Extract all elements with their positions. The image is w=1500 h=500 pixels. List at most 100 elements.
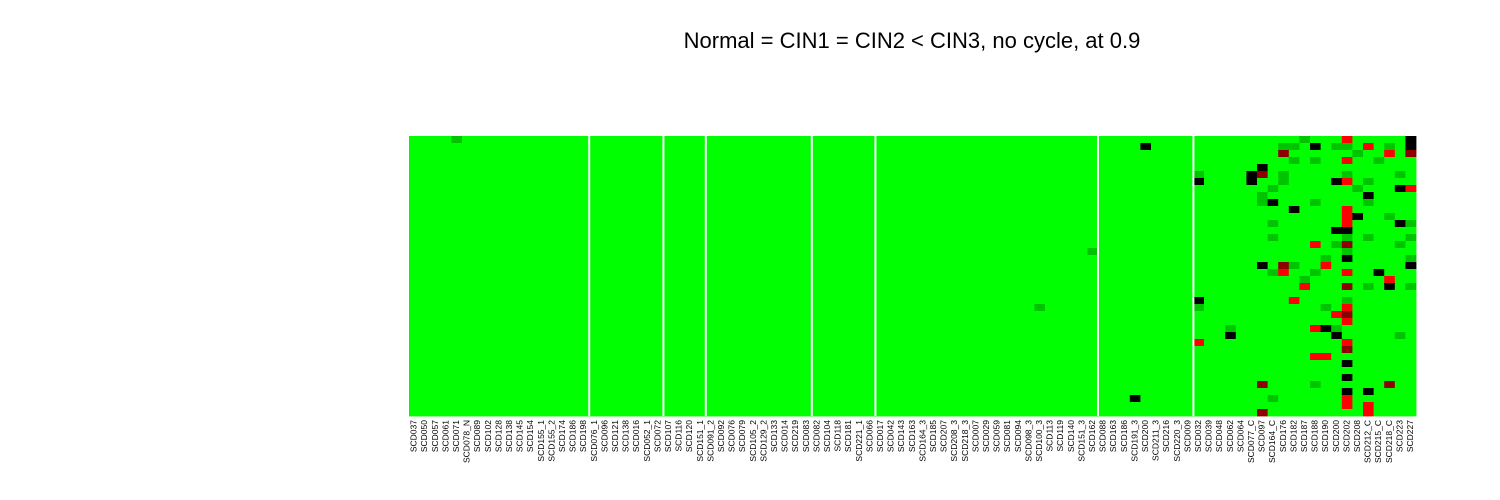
column-label: SCD079 (737, 420, 747, 452)
heatmap-cell (822, 374, 834, 382)
heatmap-cell (1002, 234, 1014, 242)
heatmap-cell (1013, 241, 1025, 249)
heatmap-cell (1023, 276, 1035, 284)
heatmap-cell (440, 192, 452, 200)
heatmap-cell (1310, 171, 1321, 179)
heatmap-cell (907, 164, 919, 172)
heatmap-cell (493, 220, 505, 228)
heatmap-cell (886, 241, 897, 249)
heatmap-cell (1235, 297, 1247, 305)
heatmap-cell (504, 234, 516, 242)
heatmap-cell (1341, 360, 1353, 368)
heatmap-cell (504, 213, 516, 221)
heatmap-cell (907, 360, 919, 368)
heatmap-cell (917, 164, 929, 172)
column-label: SCD071 (451, 420, 461, 452)
heatmap-cell (1310, 381, 1321, 389)
heatmap-cell (1384, 311, 1396, 319)
heatmap-cell (737, 290, 749, 298)
heatmap-cell (1129, 276, 1141, 284)
heatmap-cell (939, 136, 950, 144)
heatmap-cell (1405, 367, 1417, 375)
heatmap-cell (949, 178, 961, 186)
heatmap-cell (1002, 164, 1014, 172)
heatmap-cell (568, 367, 579, 375)
heatmap-cell (748, 311, 760, 319)
heatmap-cell (430, 206, 442, 214)
heatmap-cell (1045, 318, 1056, 326)
heatmap-cell (1151, 276, 1162, 284)
heatmap-cell (758, 206, 770, 214)
heatmap-cell (621, 178, 632, 186)
column-label: SCD133 (769, 420, 779, 452)
heatmap-cell (504, 220, 516, 228)
heatmap-cell (546, 276, 558, 284)
heatmap-cell (727, 290, 738, 298)
heatmap-cell (939, 185, 950, 193)
heatmap-cell (493, 304, 505, 312)
heatmap-cell (652, 318, 664, 326)
heatmap-cell (833, 136, 844, 144)
heatmap-cell (705, 311, 717, 319)
heatmap-cell (960, 332, 972, 340)
heatmap-cell (684, 353, 696, 361)
heatmap-cell (568, 213, 579, 221)
heatmap-cell (716, 185, 728, 193)
heatmap-cell (525, 325, 537, 333)
heatmap-cell (1182, 171, 1194, 179)
heatmap-cell (472, 332, 484, 340)
heatmap-cell (589, 213, 601, 221)
heatmap-cell (992, 143, 1003, 151)
heatmap-cell (801, 283, 813, 291)
heatmap-cell (822, 346, 834, 354)
heatmap-cell (886, 164, 897, 172)
heatmap-cell (1013, 325, 1025, 333)
heatmap-cell (440, 367, 452, 375)
heatmap-cell (1034, 269, 1046, 277)
heatmap-cell (483, 164, 495, 172)
heatmap-cell (536, 381, 548, 389)
heatmap-cell (1394, 283, 1406, 291)
heatmap-cell (875, 283, 887, 291)
heatmap-cell (674, 367, 685, 375)
heatmap-cell (1066, 164, 1078, 172)
heatmap-cell (462, 206, 473, 214)
heatmap-cell (483, 185, 495, 193)
heatmap-cell (1394, 395, 1406, 403)
heatmap-cell (1066, 227, 1078, 235)
heatmap-cell (939, 374, 950, 382)
heatmap-cell (589, 143, 601, 151)
heatmap-cell (684, 318, 696, 326)
heatmap-cell (1373, 143, 1385, 151)
heatmap-cell (928, 402, 940, 410)
heatmap-cell (642, 325, 654, 333)
heatmap-cell (1161, 374, 1173, 382)
heatmap-cell (525, 136, 537, 144)
heatmap-cell (440, 290, 452, 298)
column-label: SCD119 (1055, 420, 1065, 452)
heatmap-cell (578, 367, 590, 375)
heatmap-cell (557, 269, 569, 277)
heatmap-cell (546, 353, 558, 361)
heatmap-cell (1320, 395, 1332, 403)
heatmap-cell (536, 269, 548, 277)
heatmap-cell (663, 360, 675, 368)
heatmap-cell (451, 206, 463, 214)
heatmap-cell (1002, 199, 1014, 207)
heatmap-cell (811, 248, 823, 256)
column-label: SCD105_2 (748, 420, 758, 462)
heatmap-cell (684, 374, 696, 382)
heatmap-cell (1129, 143, 1141, 151)
heatmap-cell (1278, 171, 1290, 179)
heatmap-cell (811, 241, 823, 249)
heatmap-cell (578, 381, 590, 389)
heatmap-cell (716, 395, 728, 403)
heatmap-cell (790, 360, 802, 368)
heatmap-cell (886, 381, 897, 389)
heatmap-cell (1140, 164, 1152, 172)
heatmap-cell (610, 290, 622, 298)
heatmap-cell (1235, 248, 1247, 256)
heatmap-cell (1299, 234, 1311, 242)
heatmap-cell (1013, 360, 1025, 368)
heatmap-cell (1363, 297, 1374, 305)
